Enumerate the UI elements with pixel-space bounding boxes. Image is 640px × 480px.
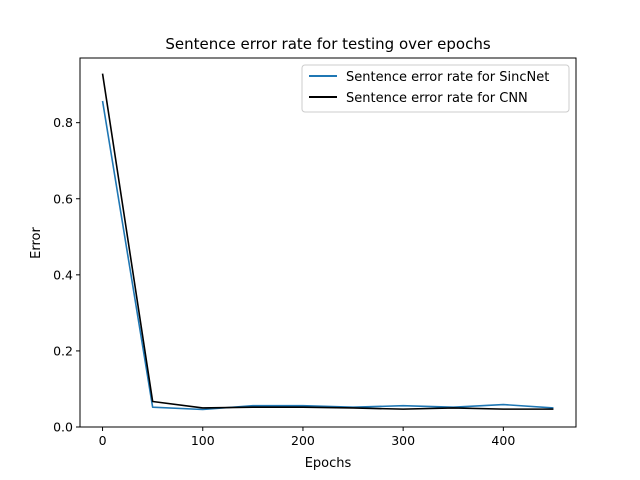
series-layer — [101, 73, 554, 411]
y-tick-label: 0.0 — [53, 420, 73, 435]
ticks-layer: 0 100 200 300 400 0.0 0.2 0.4 0.6 0.8 — [53, 115, 515, 448]
y-axis-label: Error — [29, 227, 44, 259]
legend: Sentence error rate for SincNet Sentence… — [301, 64, 570, 113]
plot-frame — [79, 57, 577, 428]
x-tick-label: 400 — [491, 433, 515, 448]
series-line-0 — [101, 100, 554, 411]
legend-label-sincnet: Sentence error rate for SincNet — [346, 70, 549, 85]
x-axis-label: Epochs — [305, 456, 352, 471]
y-tick-label: 0.6 — [53, 191, 73, 206]
legend-label-cnn: Sentence error rate for CNN — [346, 91, 528, 106]
chart-title: Sentence error rate for testing over epo… — [165, 35, 490, 53]
y-tick-label: 0.8 — [53, 115, 73, 130]
legend-box — [301, 64, 570, 113]
x-tick-label: 0 — [99, 433, 107, 448]
x-tick-label: 300 — [391, 433, 415, 448]
series-line-1 — [101, 73, 554, 410]
x-tick-label: 200 — [291, 433, 315, 448]
x-tick-label: 100 — [191, 433, 215, 448]
y-tick-label: 0.4 — [53, 267, 73, 282]
y-tick-label: 0.2 — [53, 343, 73, 358]
